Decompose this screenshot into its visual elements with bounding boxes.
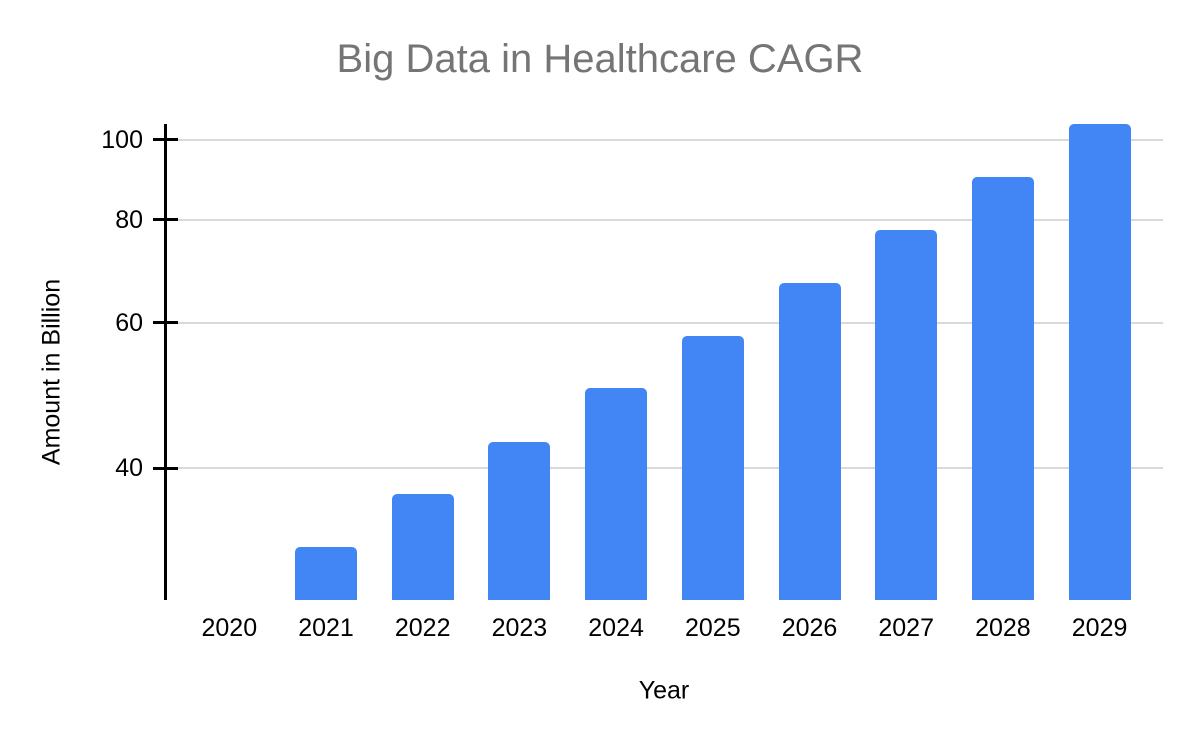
x-tick-label: 2024 xyxy=(588,614,644,642)
x-axis-title: Year xyxy=(638,676,690,705)
x-tick-label: 2027 xyxy=(878,614,934,642)
x-tick-label: 2022 xyxy=(394,614,451,642)
bar-2023 xyxy=(488,441,551,600)
bar-2024 xyxy=(585,388,648,600)
gridline xyxy=(166,467,1163,470)
x-tick-label: 2026 xyxy=(781,614,838,642)
bar-2027 xyxy=(875,229,938,600)
x-tick-label: 2020 xyxy=(201,614,258,642)
y-axis-title: Amount in Billion xyxy=(37,278,66,466)
y-tick-label: 60 xyxy=(115,308,143,337)
x-tick-label: 2029 xyxy=(1071,614,1128,642)
gridline xyxy=(166,321,1163,324)
bar-2025 xyxy=(681,335,744,600)
y-tick-label: 40 xyxy=(115,454,143,483)
gridline xyxy=(166,138,1163,141)
x-tick-label: 2028 xyxy=(975,614,1031,642)
bar-2021 xyxy=(295,547,357,600)
x-tick-label: 2021 xyxy=(298,614,354,642)
gridline xyxy=(166,218,1163,221)
bar-2026 xyxy=(778,282,841,600)
bar-2029 xyxy=(1068,124,1131,600)
bar-2028 xyxy=(971,176,1034,600)
chart-title: Big Data in Healthcare CAGR xyxy=(336,37,864,81)
x-tick-label: 2025 xyxy=(684,614,741,642)
x-tick-label: 2023 xyxy=(491,614,548,642)
y-tick-label: 100 xyxy=(101,125,143,154)
bar-2022 xyxy=(391,494,454,600)
y-tick-label: 80 xyxy=(115,205,143,234)
y-axis-line xyxy=(163,124,167,600)
